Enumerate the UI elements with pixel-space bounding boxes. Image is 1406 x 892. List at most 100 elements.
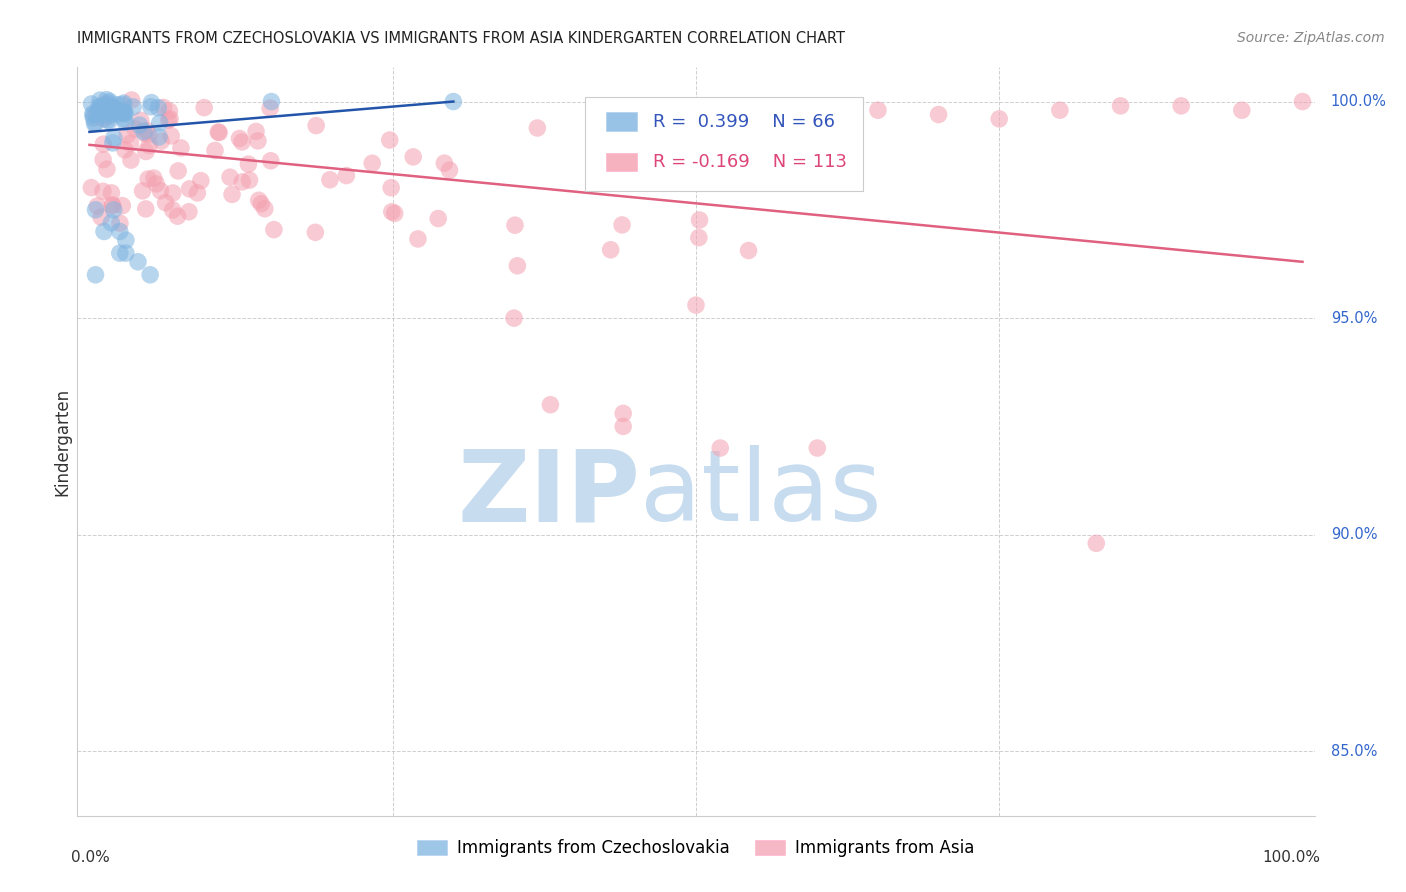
Point xyxy=(89,101,111,115)
Bar xyxy=(606,112,637,131)
Point xyxy=(111,199,134,213)
Point xyxy=(115,233,138,247)
Point xyxy=(107,103,129,118)
Point xyxy=(108,107,131,121)
Point xyxy=(98,113,121,128)
Point xyxy=(91,184,114,198)
Point xyxy=(129,113,152,128)
Point xyxy=(503,311,526,326)
Point xyxy=(120,153,142,167)
Point xyxy=(247,193,270,207)
Point xyxy=(138,138,160,153)
Point xyxy=(231,175,253,189)
Point xyxy=(737,244,759,258)
Point xyxy=(93,99,115,113)
Point xyxy=(305,119,328,133)
Point xyxy=(97,96,120,111)
Point xyxy=(145,177,167,191)
Point xyxy=(141,95,163,110)
Point xyxy=(89,100,111,114)
Point xyxy=(114,105,136,120)
Point xyxy=(263,222,285,236)
Point xyxy=(114,106,136,120)
Point xyxy=(689,213,711,227)
Point xyxy=(83,116,105,130)
Point xyxy=(96,162,118,177)
Point xyxy=(96,112,118,127)
Point xyxy=(380,180,402,194)
Point xyxy=(103,202,125,217)
Point xyxy=(139,100,162,114)
Text: ZIP: ZIP xyxy=(457,445,640,542)
Point xyxy=(427,211,450,226)
Point xyxy=(1085,536,1108,550)
Point xyxy=(90,210,112,224)
Point xyxy=(111,105,134,120)
Point xyxy=(108,216,131,230)
Text: R =  0.399    N = 66: R = 0.399 N = 66 xyxy=(652,112,835,130)
Point xyxy=(148,130,170,145)
Point xyxy=(121,93,143,107)
Point xyxy=(122,100,145,114)
Point xyxy=(406,232,429,246)
Point xyxy=(186,186,208,200)
Point xyxy=(250,196,273,211)
Point xyxy=(101,136,124,150)
Point xyxy=(87,100,110,114)
Point xyxy=(94,106,117,120)
Text: Source: ZipAtlas.com: Source: ZipAtlas.com xyxy=(1237,31,1385,45)
Text: 85.0%: 85.0% xyxy=(1330,744,1376,759)
Point xyxy=(84,116,107,130)
Point xyxy=(384,206,406,220)
Point xyxy=(221,187,243,202)
Point xyxy=(87,105,110,120)
Point xyxy=(132,125,155,139)
Point xyxy=(93,97,115,112)
Point xyxy=(98,103,121,117)
Point xyxy=(134,127,156,141)
Point xyxy=(82,111,104,125)
Point xyxy=(612,419,634,434)
Point xyxy=(135,123,157,137)
Point xyxy=(361,156,384,170)
Point xyxy=(142,171,165,186)
Point xyxy=(506,259,529,273)
Point xyxy=(319,173,342,187)
Point xyxy=(108,225,131,239)
Point xyxy=(128,118,150,132)
Point xyxy=(103,103,125,117)
Point xyxy=(103,131,125,145)
Point xyxy=(439,163,461,178)
Point xyxy=(260,95,283,109)
Point xyxy=(91,137,114,152)
Point xyxy=(162,186,184,200)
Point xyxy=(101,101,124,115)
Point xyxy=(80,180,103,194)
Point xyxy=(115,246,138,260)
Point xyxy=(157,113,180,128)
Text: 0.0%: 0.0% xyxy=(72,850,110,865)
Point xyxy=(155,195,177,210)
Point xyxy=(101,105,124,120)
FancyBboxPatch shape xyxy=(585,97,863,191)
Bar xyxy=(606,153,637,171)
Point xyxy=(260,153,283,168)
Point xyxy=(104,103,127,118)
Point xyxy=(190,174,212,188)
Point xyxy=(167,164,190,178)
Y-axis label: Kindergarten: Kindergarten xyxy=(53,387,72,496)
Point xyxy=(115,128,138,142)
Text: R = -0.169    N = 113: R = -0.169 N = 113 xyxy=(652,153,846,171)
Point xyxy=(101,106,124,120)
Point xyxy=(441,95,464,109)
Point xyxy=(179,182,201,196)
Point xyxy=(149,116,172,130)
Point xyxy=(97,109,120,123)
Point xyxy=(84,268,107,282)
Point xyxy=(100,186,122,200)
Point xyxy=(245,124,267,138)
Point xyxy=(90,104,112,119)
Point xyxy=(96,98,118,112)
Point xyxy=(208,126,231,140)
Point xyxy=(82,108,104,122)
